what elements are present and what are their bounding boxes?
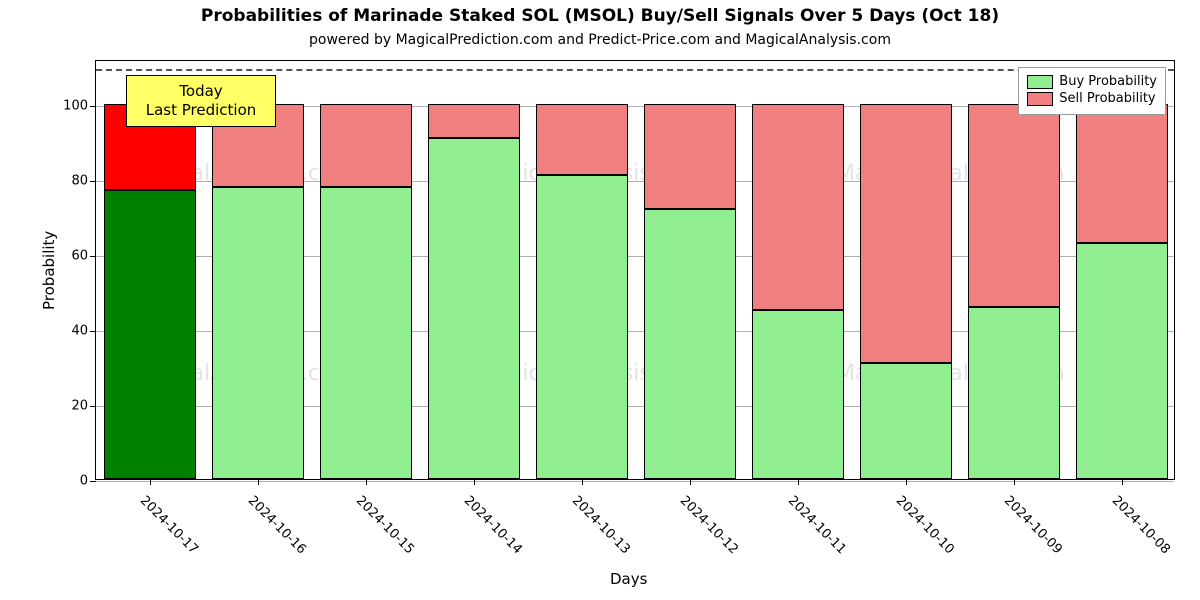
y-axis-label: Probability [40, 231, 58, 310]
legend-swatch [1027, 92, 1053, 106]
bar-sell [968, 104, 1060, 307]
bar-group [320, 104, 412, 479]
xtick-mark [150, 479, 151, 485]
xtick-mark [582, 479, 583, 485]
bar-sell [320, 104, 412, 187]
legend-label: Sell Probability [1059, 91, 1155, 108]
plot-area: 020406080100MagicalAnalysis.comMagicalAn… [95, 60, 1175, 480]
ytick-mark [90, 331, 96, 332]
bar-sell [644, 104, 736, 209]
bar-buy [1076, 243, 1168, 479]
ytick-label: 0 [80, 474, 88, 489]
ytick-mark [90, 256, 96, 257]
xtick-mark [798, 479, 799, 485]
xtick-mark [906, 479, 907, 485]
bar-sell [752, 104, 844, 310]
bar-group [428, 104, 520, 479]
xtick-mark [690, 479, 691, 485]
ytick-mark [90, 481, 96, 482]
today-callout-line1: Today [143, 82, 259, 101]
bar-sell [536, 104, 628, 175]
bar-buy [104, 190, 196, 479]
bar-group [968, 104, 1060, 479]
xtick-label: 2024-10-17 [137, 493, 201, 557]
bar-buy [212, 187, 304, 480]
bar-buy [428, 138, 520, 479]
ytick-label: 20 [71, 399, 88, 414]
xtick-mark [1014, 479, 1015, 485]
xtick-label: 2024-10-10 [893, 493, 957, 557]
ytick-label: 40 [71, 324, 88, 339]
xtick-mark [258, 479, 259, 485]
bar-buy [968, 307, 1060, 480]
xtick-label: 2024-10-08 [1109, 493, 1173, 557]
reference-line [96, 69, 1174, 71]
bar-group [860, 104, 952, 479]
bar-group [212, 104, 304, 479]
ytick-mark [90, 106, 96, 107]
xtick-mark [474, 479, 475, 485]
legend-item: Sell Probability [1027, 91, 1157, 108]
bar-group [104, 104, 196, 479]
bar-group [644, 104, 736, 479]
xtick-label: 2024-10-13 [569, 493, 633, 557]
legend-item: Buy Probability [1027, 74, 1157, 91]
bar-sell [1076, 104, 1168, 243]
xtick-label: 2024-10-15 [353, 493, 417, 557]
legend-swatch [1027, 75, 1053, 89]
xtick-label: 2024-10-16 [245, 493, 309, 557]
legend-label: Buy Probability [1059, 74, 1157, 91]
ytick-mark [90, 181, 96, 182]
bar-buy [860, 363, 952, 479]
chart-container: Probabilities of Marinade Staked SOL (MS… [0, 0, 1200, 600]
bar-buy [320, 187, 412, 480]
chart-title: Probabilities of Marinade Staked SOL (MS… [0, 6, 1200, 26]
bar-buy [644, 209, 736, 479]
xtick-label: 2024-10-09 [1001, 493, 1065, 557]
legend: Buy ProbabilitySell Probability [1018, 67, 1166, 115]
xtick-mark [366, 479, 367, 485]
xtick-label: 2024-10-12 [677, 493, 741, 557]
bar-group [1076, 104, 1168, 479]
xtick-label: 2024-10-11 [785, 493, 849, 557]
chart-subtitle: powered by MagicalPrediction.com and Pre… [0, 32, 1200, 48]
bar-group [752, 104, 844, 479]
ytick-label: 60 [71, 249, 88, 264]
x-axis-label: Days [610, 570, 647, 588]
xtick-mark [1122, 479, 1123, 485]
ytick-mark [90, 406, 96, 407]
bar-group [536, 104, 628, 479]
today-callout: TodayLast Prediction [126, 75, 276, 127]
bar-buy [752, 310, 844, 479]
xtick-label: 2024-10-14 [461, 493, 525, 557]
ytick-label: 80 [71, 174, 88, 189]
today-callout-line2: Last Prediction [143, 101, 259, 120]
bar-sell [860, 104, 952, 363]
ytick-label: 100 [63, 99, 88, 114]
bar-buy [536, 175, 628, 479]
bar-sell [428, 104, 520, 138]
